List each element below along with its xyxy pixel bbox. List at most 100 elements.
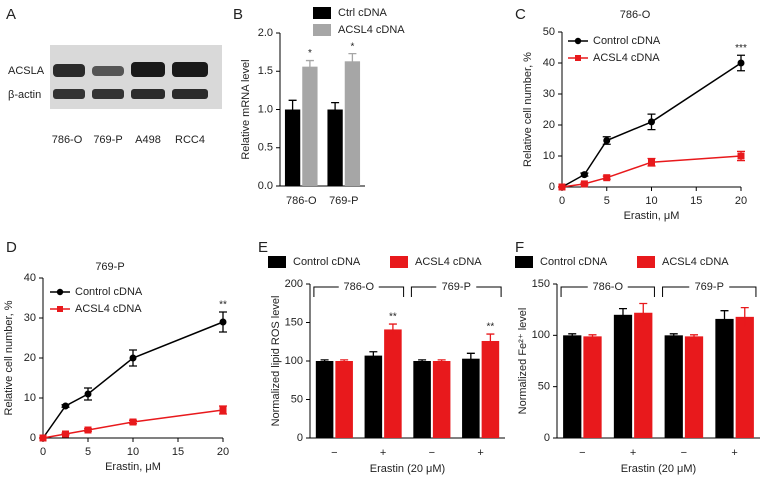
y-axis-label: Relative cell number, % <box>3 300 15 415</box>
marker <box>603 174 611 182</box>
bar <box>384 329 402 438</box>
significance: ** <box>389 312 397 323</box>
legend-label: Control cDNA <box>75 286 143 298</box>
x-tick-label: 0 <box>559 195 565 207</box>
y-tick-label: 1.5 <box>258 65 273 77</box>
panel-letter: F <box>515 239 524 256</box>
x-tick-label: + <box>731 447 737 459</box>
marker <box>129 418 137 426</box>
error-bar <box>437 359 446 363</box>
blot-row-label: β-actin <box>8 89 41 101</box>
x-tick-label: 20 <box>217 446 229 458</box>
x-axis-label: Erastin, μM <box>105 461 161 473</box>
error-bar <box>348 53 357 69</box>
y-tick-label: 50 <box>543 26 555 38</box>
y-tick-label: 0 <box>30 432 36 444</box>
legend-swatch <box>268 256 286 268</box>
x-tick-label: 15 <box>172 446 184 458</box>
group-bracket <box>560 286 655 297</box>
marker <box>129 354 137 362</box>
x-tick-label: 15 <box>690 195 702 207</box>
marker <box>648 158 655 166</box>
legend-swatch <box>637 256 655 268</box>
error-bar <box>669 333 678 337</box>
y-tick-label: 20 <box>24 352 36 364</box>
error-bar <box>740 306 749 327</box>
bar <box>634 312 653 438</box>
legend-label: Control cDNA <box>593 35 661 47</box>
blot-bands <box>53 62 208 99</box>
y-tick-label: 10 <box>24 392 36 404</box>
error-bar <box>320 359 329 363</box>
y-tick-label: 20 <box>543 119 555 131</box>
x-tick-label: 5 <box>604 195 610 207</box>
panel-letter: E <box>258 239 268 256</box>
x-tick-label: 10 <box>645 195 657 207</box>
x-tick-label: − <box>579 447 585 459</box>
x-tick-label: + <box>477 447 483 459</box>
y-tick-label: 0 <box>297 432 303 444</box>
legend-marker <box>57 306 63 312</box>
error-bar <box>331 101 340 117</box>
blot-lane-label: A498 <box>135 134 161 146</box>
x-tick-label: − <box>429 447 435 459</box>
y-tick-label: 2.0 <box>258 27 273 39</box>
error-bar <box>288 99 297 119</box>
y-tick-label: 1.0 <box>258 103 273 115</box>
x-tick-label: + <box>630 447 636 459</box>
x-tick-label: − <box>681 447 687 459</box>
y-axis-label: Relative cell number, % <box>522 52 534 167</box>
error-bar <box>720 310 729 328</box>
bar <box>344 61 361 186</box>
error-bar <box>486 333 495 348</box>
bar <box>684 336 704 438</box>
bar <box>432 361 451 438</box>
bar <box>481 340 500 438</box>
bar <box>335 361 353 438</box>
marker <box>84 426 92 434</box>
panel-letter: C <box>515 6 526 23</box>
chart-title: 769-P <box>95 261 124 273</box>
error-bar <box>568 333 577 337</box>
legend-label: ACSL4 cDNA <box>593 52 660 64</box>
error-bar <box>618 307 627 321</box>
blot-lane-label: 786-O <box>52 134 83 146</box>
x-tick-label: 20 <box>735 195 747 207</box>
x-tick-label: + <box>380 447 386 459</box>
x-axis-label: Erastin, μM <box>624 210 680 222</box>
significance: * <box>308 48 312 59</box>
marker <box>219 406 227 414</box>
y-tick-label: 30 <box>543 88 555 100</box>
group-label: 769-P <box>442 281 471 293</box>
bar <box>613 314 633 438</box>
marker <box>737 152 745 160</box>
legend-label: ACSL4 cDNA <box>75 303 142 315</box>
panel-letter: D <box>6 239 17 256</box>
legend-label: ACSL4 cDNA <box>662 256 729 268</box>
x-tick-label: − <box>331 447 337 459</box>
group-label: 769-P <box>695 281 724 293</box>
y-tick-label: 0 <box>544 432 550 444</box>
legend-label: ACSL4 cDNA <box>415 256 482 268</box>
blot-row-label: ACSLA <box>8 65 45 77</box>
bar <box>664 335 683 438</box>
marker <box>558 183 566 191</box>
y-tick-label: 0 <box>549 181 555 193</box>
bar <box>563 335 582 438</box>
group-bracket <box>313 286 405 297</box>
significance: ** <box>487 322 495 333</box>
marker <box>62 430 69 438</box>
error-bar <box>305 59 314 73</box>
y-tick-label: 200 <box>285 278 303 290</box>
significance: * <box>350 41 354 52</box>
legend-swatch <box>390 256 408 268</box>
panel-letter: A <box>6 6 16 23</box>
bar <box>413 361 431 438</box>
y-tick-label: 10 <box>543 150 555 162</box>
group-label: 786-O <box>592 281 623 293</box>
y-tick-label: 150 <box>532 278 550 290</box>
y-tick-label: 150 <box>285 316 303 328</box>
x-tick-label: 769-P <box>329 195 358 207</box>
error-bar <box>588 334 597 338</box>
chart-title: 786-O <box>620 9 651 21</box>
